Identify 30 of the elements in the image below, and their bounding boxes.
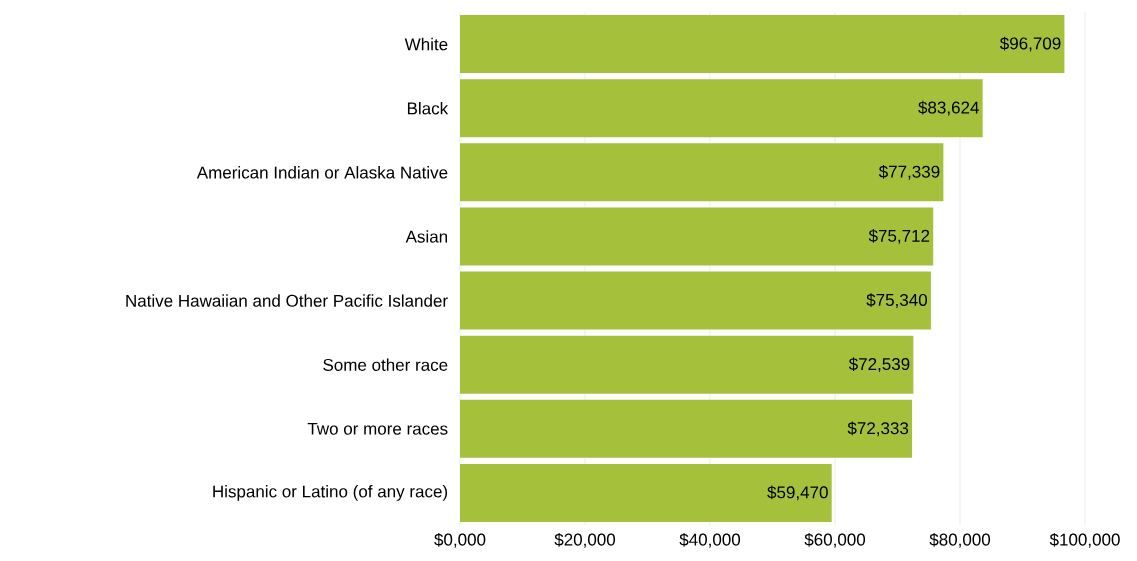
x-tick-label: $40,000 [679,532,741,548]
data-label: $72,539 [848,357,910,373]
bar [460,143,944,202]
x-tick-label: $100,000 [1049,532,1120,548]
x-tick-label: $80,000 [929,532,991,548]
bar [460,15,1065,74]
y-tick-label: Asian [405,230,448,243]
y-tick-label: Hispanic or Latino (of any race) [213,485,448,501]
bar [460,399,913,458]
data-label: $75,340 [866,293,928,308]
data-label: $75,712 [868,229,930,244]
bar [460,463,832,522]
x-tick-label: $0,000 [434,532,486,548]
data-label: $96,709 [999,36,1061,52]
data-label: $59,470 [767,485,828,501]
y-tick-label: Some other race [323,358,448,371]
y-tick-label: Two or more races [307,422,448,435]
x-tick-label: $20,000 [554,532,616,548]
data-label: $72,333 [847,421,909,437]
bar [460,79,983,138]
bar [460,207,934,266]
bar [460,271,931,330]
y-tick-label: Native Hawaiian and Other Pacific Islander [126,294,448,307]
y-tick-label: American Indian or Alaska Native [196,166,448,179]
data-label: $83,624 [918,100,979,116]
data-label: $77,339 [878,164,940,180]
bar [460,335,914,394]
x-tick-label: $60,000 [804,532,866,548]
y-tick-label: White [404,37,448,51]
y-tick-label: Black [407,101,449,115]
